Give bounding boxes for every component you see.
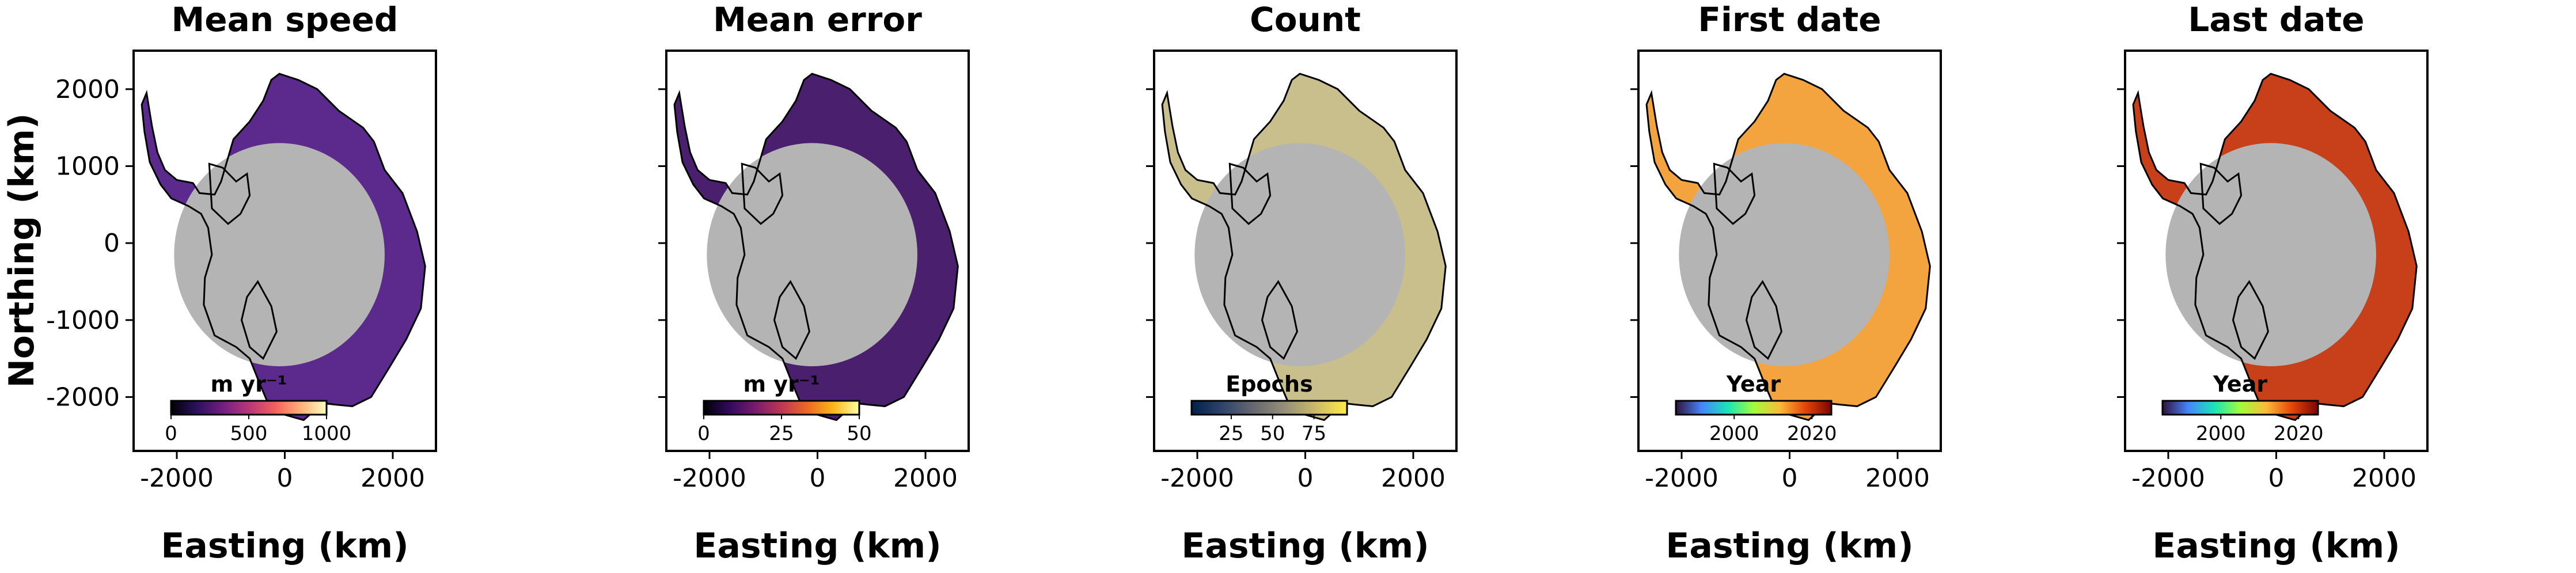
- colorbar-tick-label: 2020: [2274, 422, 2324, 445]
- colorbar-label: Epochs: [1226, 371, 1312, 397]
- y-tick-label: 1000: [55, 151, 120, 181]
- x-axis-label: Easting (km): [693, 526, 941, 566]
- x-tick-label: 0: [277, 464, 293, 493]
- colorbar-tick-label: 0: [697, 422, 710, 445]
- colorbar-tick-label: 50: [1260, 422, 1285, 445]
- panel-title: First date: [1698, 0, 1881, 39]
- grounding-line: [1228, 162, 1272, 225]
- colorbar-tick-label: 500: [230, 422, 268, 445]
- colorbar-tick-label: 75: [1302, 422, 1326, 445]
- panel-title: Last date: [2188, 0, 2364, 39]
- panel-title: Count: [1250, 0, 1361, 39]
- x-axis-label: Easting (km): [1666, 526, 1913, 566]
- colorbar-label: m yr⁻¹: [210, 371, 287, 397]
- x-tick-label: 0: [2268, 464, 2285, 493]
- y-tick-label: -1000: [46, 306, 120, 335]
- grounding-line: [208, 162, 251, 225]
- colorbar-tick-label: 2020: [1787, 422, 1837, 445]
- colorbar: [2161, 400, 2319, 416]
- x-tick-label: -2000: [673, 464, 746, 493]
- x-tick-label: 2000: [361, 464, 425, 493]
- map-panel: Mean speed -2000 0 2000 2000 1000 0 -1000 -2000 E…: [46, 0, 437, 566]
- pole-hole: [1194, 143, 1405, 366]
- colorbar-label: Year: [2213, 371, 2267, 397]
- coastline: [2132, 73, 2418, 422]
- grounding-line: [773, 280, 810, 360]
- colorbar-tick-label: 0: [165, 422, 177, 445]
- map-panel: First date -2000 0 2000 Easting (km) Year 2000…: [1630, 0, 1942, 566]
- x-tick-label: -2000: [1160, 464, 1234, 493]
- coastline: [1161, 73, 1447, 422]
- pole-hole: [174, 143, 385, 366]
- grounding-line: [2232, 280, 2269, 360]
- colorbar: [170, 400, 328, 416]
- pole-hole: [1679, 143, 1890, 366]
- x-tick-label: 0: [1782, 464, 1798, 493]
- x-tick-label: -2000: [2131, 464, 2205, 493]
- grounding-line: [240, 280, 278, 360]
- x-tick-label: 0: [1298, 464, 1314, 493]
- colorbar-tick-label: 1000: [302, 422, 352, 445]
- x-tick-label: 0: [810, 464, 826, 493]
- map-panel: Count -2000 0 2000 Easting (km) Epochs 25 50 75: [1146, 0, 1458, 566]
- map-panel: Last date -2000 0 2000 Easting (km) Year 2000 2…: [2117, 0, 2429, 566]
- colorbar-tick-label: 25: [769, 422, 794, 445]
- colorbar-label: m yr⁻¹: [743, 371, 820, 397]
- x-axis-label: Easting (km): [161, 526, 408, 566]
- grounding-line: [1713, 162, 1756, 225]
- grounding-line: [2199, 162, 2243, 225]
- grounding-line: [741, 162, 784, 225]
- colorbar-tick-label: 2000: [1709, 422, 1759, 445]
- x-tick-label: 2000: [893, 464, 958, 493]
- colorbar-tick-label: 50: [847, 422, 871, 445]
- pole-hole: [707, 143, 917, 366]
- colorbar: [1190, 400, 1348, 416]
- y-tick-label: 2000: [55, 75, 120, 104]
- colorbar-tick-label: 25: [1219, 422, 1243, 445]
- y-tick-label: -2000: [46, 382, 120, 412]
- x-tick-label: -2000: [1645, 464, 1718, 493]
- coastline: [141, 73, 426, 422]
- x-axis-label: Easting (km): [2152, 526, 2400, 566]
- x-axis-label: Easting (km): [1181, 526, 1429, 566]
- colorbar: [1675, 400, 1833, 416]
- colorbar-tick-label: 2000: [2196, 422, 2246, 445]
- coastline: [1645, 73, 1931, 422]
- grounding-line: [1261, 280, 1298, 360]
- grounding-line: [1745, 280, 1782, 360]
- panel-title: Mean speed: [172, 0, 399, 39]
- x-tick-label: -2000: [140, 464, 214, 493]
- x-tick-label: 2000: [1865, 464, 1930, 493]
- x-tick-label: 2000: [1381, 464, 1446, 493]
- panel-title: Mean error: [713, 0, 922, 39]
- y-axis-label: Northing (km): [2, 113, 42, 388]
- y-tick-label: 0: [104, 229, 120, 258]
- colorbar-label: Year: [1726, 371, 1781, 397]
- colorbar: [703, 400, 860, 416]
- x-tick-label: 2000: [2352, 464, 2416, 493]
- pole-hole: [2165, 143, 2376, 366]
- coastline: [673, 73, 959, 422]
